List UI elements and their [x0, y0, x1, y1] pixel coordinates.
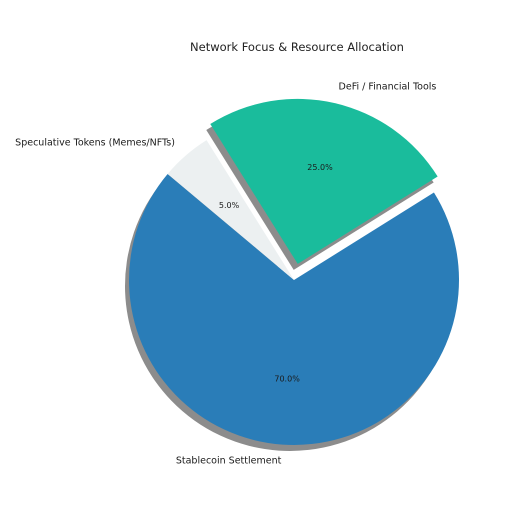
pie-slice-defi-financial-tools [210, 98, 438, 264]
pie-slice-stablecoin-settlement [129, 173, 460, 445]
slice-percent-defi-financial-tools: 25.0% [307, 163, 333, 172]
slice-percent-stablecoin-settlement: 70.0% [274, 374, 300, 383]
pie-slice-speculative-tokens-memes-nfts [167, 140, 294, 280]
pie-label-layer: Stablecoin Settlement 70.0% DeFi / Financi… [15, 82, 436, 467]
pie-slice-layer [129, 98, 460, 445]
slice-label-speculative-tokens-memes-nfts: Speculative Tokens (Memes/NFTs) [15, 138, 175, 149]
slice-label-stablecoin-settlement: Stablecoin Settlement [176, 456, 282, 467]
slice-percent-speculative-tokens-memes-nfts: 5.0% [219, 201, 240, 210]
slice-label-defi-financial-tools: DeFi / Financial Tools [339, 82, 437, 93]
chart-title: Network Focus & Resource Allocation [190, 40, 404, 54]
